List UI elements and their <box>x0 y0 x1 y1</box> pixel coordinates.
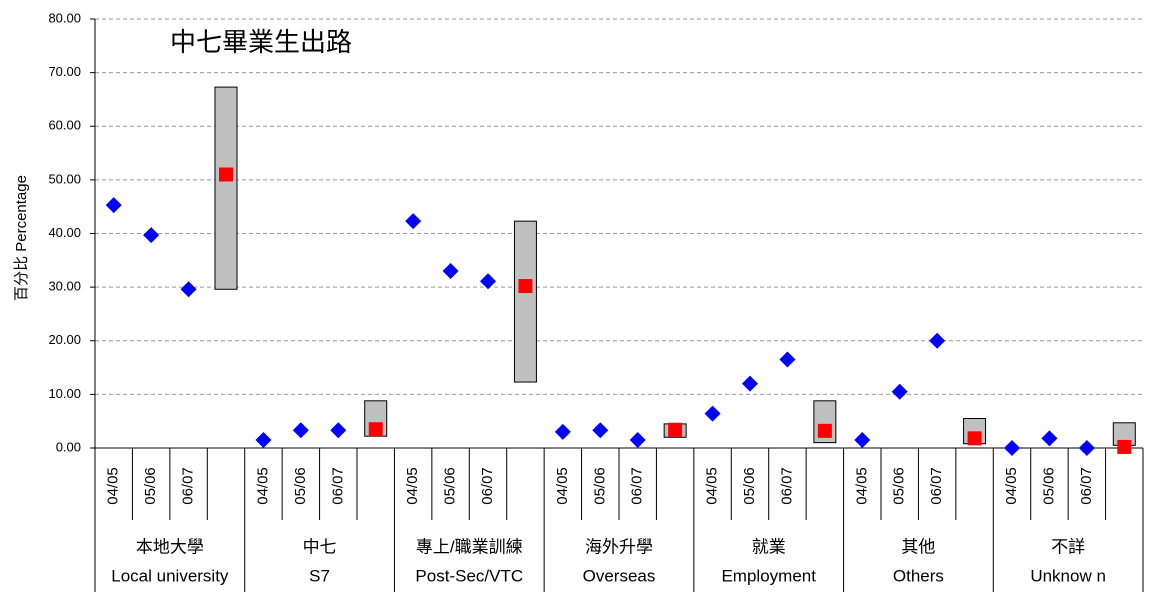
x-tick-label: 05/06 <box>891 467 908 505</box>
range-box <box>214 86 238 290</box>
diamond-marker <box>480 273 496 290</box>
x-tick-label: 04/05 <box>105 467 122 505</box>
diamond-marker <box>143 227 160 244</box>
square-marker <box>967 431 982 446</box>
y-axis-label: 百分比 Percentage <box>13 175 30 301</box>
group-label-en: Employment <box>721 566 816 585</box>
x-tick-label: 04/05 <box>1003 467 1020 505</box>
diamond-marker <box>629 431 646 448</box>
square-marker <box>817 423 832 438</box>
y-tick-label: 20.00 <box>48 332 81 347</box>
x-tick-label: 06/07 <box>329 467 346 505</box>
square-marker <box>518 279 533 294</box>
x-tick-label: 06/07 <box>778 467 795 505</box>
y-tick-label: 40.00 <box>48 225 81 240</box>
y-tick-label: 50.00 <box>48 171 81 186</box>
group-label-en: S7 <box>309 566 330 585</box>
x-tick-label: 05/06 <box>741 467 758 505</box>
group-label-en: Unknow n <box>1030 566 1106 585</box>
x-tick-label: 06/07 <box>1078 467 1095 505</box>
diamond-marker <box>554 423 571 440</box>
group-label-en: Others <box>893 566 944 585</box>
x-tick-label: 06/07 <box>479 467 496 505</box>
diamond-marker <box>330 422 347 439</box>
diamond-marker <box>704 405 721 422</box>
x-tick-label: 05/06 <box>292 467 309 505</box>
group-label: 不詳 <box>1051 537 1085 556</box>
x-tick-label: 04/05 <box>254 467 271 505</box>
group-label: 海外升學 <box>585 537 653 556</box>
group-label: 就業 <box>752 537 786 556</box>
diamond-marker <box>180 281 197 298</box>
diamond-marker <box>1004 440 1020 456</box>
y-tick-label: 60.00 <box>48 118 81 133</box>
group-label-en: Overseas <box>583 566 656 585</box>
square-marker <box>668 422 683 437</box>
x-tick-label: 04/05 <box>554 467 571 505</box>
group-label-en: Post-Sec/VTC <box>415 566 523 585</box>
x-tick-label: 05/06 <box>591 467 608 505</box>
diamond-marker <box>742 375 758 392</box>
x-tick-label: 06/07 <box>629 467 646 505</box>
diamond-marker <box>442 263 459 280</box>
diamond-marker <box>255 431 272 448</box>
diamond-marker <box>405 213 422 230</box>
square-marker <box>1117 439 1132 454</box>
y-tick-label: 70.00 <box>48 64 81 79</box>
y-tick-label: 30.00 <box>48 279 81 294</box>
x-tick-label: 06/07 <box>928 467 945 505</box>
diamond-marker <box>105 197 122 214</box>
x-tick-label: 04/05 <box>404 467 421 505</box>
diamond-marker <box>929 332 946 349</box>
x-tick-label: 04/05 <box>704 467 721 505</box>
diamond-marker <box>1041 430 1058 447</box>
x-tick-label: 04/05 <box>853 467 870 505</box>
square-marker <box>219 167 233 182</box>
y-tick-label: 10.00 <box>48 386 81 401</box>
diamond-marker <box>292 422 309 439</box>
square-marker <box>368 422 383 437</box>
diamond-marker <box>779 351 796 368</box>
chart-title: 中七畢業生出路 <box>170 27 352 57</box>
diamond-marker <box>891 383 908 400</box>
group-label: 中七 <box>303 537 337 556</box>
group-label: 本地大學 <box>136 537 204 556</box>
x-tick-label: 05/06 <box>442 467 459 505</box>
diamond-marker <box>592 422 609 439</box>
range-box <box>513 220 537 383</box>
group-label: 其他 <box>901 537 935 556</box>
diamond-marker <box>854 431 871 448</box>
y-tick-label: 80.00 <box>48 10 81 25</box>
y-tick-label: 0.00 <box>56 439 81 454</box>
group-label: 專上/職業訓練 <box>416 537 523 556</box>
x-tick-label: 06/07 <box>180 467 197 505</box>
x-tick-label: 05/06 <box>1040 467 1057 505</box>
diamond-marker <box>1078 440 1095 456</box>
group-label-en: Local university <box>111 566 229 585</box>
x-tick-label: 05/06 <box>142 467 159 505</box>
